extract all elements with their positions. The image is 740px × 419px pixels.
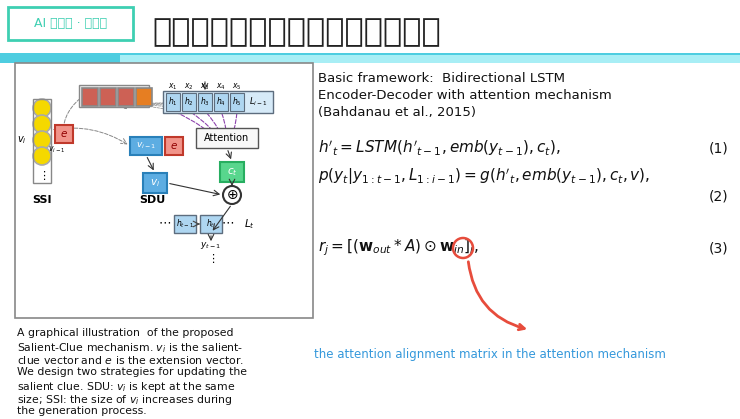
Text: $y_{t-1}$: $y_{t-1}$ — [201, 240, 221, 251]
Text: $x_1$: $x_1$ — [168, 82, 178, 92]
Text: size; SSI: the size of $v_i$ increases during: size; SSI: the size of $v_i$ increases d… — [17, 393, 233, 407]
Text: $r_j = [(\mathbf{w}_{out} * A) \odot \mathbf{w}_{in}]_j,$: $r_j = [(\mathbf{w}_{out} * A) \odot \ma… — [318, 238, 479, 258]
Text: $v_{i-1}$: $v_{i-1}$ — [48, 145, 66, 155]
Text: $x_3$: $x_3$ — [200, 82, 210, 92]
Bar — [182, 93, 196, 111]
Bar — [220, 162, 244, 182]
Text: $e$: $e$ — [60, 129, 68, 139]
Text: salient clue. SDU: $v_i$ is kept at the same: salient clue. SDU: $v_i$ is kept at the … — [17, 380, 235, 394]
Text: AI 研习社 · 大讲堂: AI 研习社 · 大讲堂 — [34, 17, 107, 30]
Text: $p(y_t|y_{1:t-1}, L_{1:i-1}) = g(h'_t, emb(y_{t-1}), c_t, v),$: $p(y_t|y_{1:t-1}, L_{1:i-1}) = g(h'_t, e… — [318, 167, 650, 187]
Text: the attention alignment matrix in the attention mechanism: the attention alignment matrix in the at… — [314, 348, 666, 361]
Text: A graphical illustration  of the proposed: A graphical illustration of the proposed — [17, 328, 234, 338]
Bar — [198, 93, 212, 111]
Bar — [200, 215, 222, 233]
Text: $v_i$: $v_i$ — [150, 177, 160, 189]
Bar — [174, 215, 196, 233]
Text: $\vdots$: $\vdots$ — [207, 251, 215, 264]
Bar — [130, 137, 162, 155]
Text: $\oplus$: $\oplus$ — [226, 188, 238, 202]
Text: $h_t$: $h_t$ — [206, 218, 215, 230]
Text: $v_{i-1}$: $v_{i-1}$ — [136, 141, 156, 151]
Bar — [136, 88, 152, 106]
Bar — [196, 128, 258, 148]
Text: $h_5$: $h_5$ — [232, 96, 242, 108]
Bar — [120, 55, 740, 63]
Text: $x_2$: $x_2$ — [184, 82, 194, 92]
Text: We design two strategies for updating the: We design two strategies for updating th… — [17, 367, 247, 377]
Text: $h_4$: $h_4$ — [216, 96, 226, 108]
Text: $h'_t = LSTM(h'_{t-1}, emb(y_{t-1}), c_t),$: $h'_t = LSTM(h'_{t-1}, emb(y_{t-1}), c_t… — [318, 138, 561, 158]
Text: $v_i$: $v_i$ — [17, 134, 27, 146]
Circle shape — [33, 131, 51, 149]
Text: SDU: SDU — [139, 195, 165, 205]
Text: $h_{t-1}$: $h_{t-1}$ — [176, 218, 194, 230]
Text: SSI: SSI — [33, 195, 52, 205]
Text: $L_t$: $L_t$ — [244, 217, 255, 231]
Text: 基于显著性上下文机制的诗歌生成: 基于显著性上下文机制的诗歌生成 — [152, 18, 441, 49]
Text: Basic framework:  Bidirectional LSTM: Basic framework: Bidirectional LSTM — [318, 72, 565, 85]
Bar — [82, 88, 98, 106]
Text: $h_2$: $h_2$ — [184, 96, 194, 108]
Bar — [166, 93, 180, 111]
Text: the generation process.: the generation process. — [17, 406, 147, 416]
Text: $x_5$: $x_5$ — [232, 82, 242, 92]
Text: clue vector and $e$ is the extension vector.: clue vector and $e$ is the extension vec… — [17, 354, 244, 366]
Bar — [214, 93, 228, 111]
Bar — [8, 7, 133, 40]
Circle shape — [33, 115, 51, 133]
Bar — [118, 88, 134, 106]
Text: $\cdots$: $\cdots$ — [221, 215, 235, 228]
Text: $h_3$: $h_3$ — [200, 96, 210, 108]
Bar — [100, 88, 116, 106]
Text: $x_4$: $x_4$ — [216, 82, 226, 92]
Bar — [15, 63, 313, 318]
Bar — [163, 91, 273, 113]
Bar — [0, 53, 740, 63]
Text: (2): (2) — [708, 189, 728, 203]
Text: $h_1$: $h_1$ — [168, 96, 178, 108]
Bar — [55, 125, 73, 143]
Text: $c_t$: $c_t$ — [226, 166, 238, 178]
Text: Attention: Attention — [204, 133, 249, 143]
Bar — [143, 173, 167, 193]
Bar — [33, 99, 51, 183]
Bar — [165, 137, 183, 155]
Text: Salient-Clue mechanism. $v_i$ is the salient-: Salient-Clue mechanism. $v_i$ is the sal… — [17, 341, 243, 355]
Circle shape — [33, 147, 51, 165]
Circle shape — [33, 99, 51, 117]
Bar — [79, 85, 149, 107]
Text: $e$: $e$ — [170, 141, 178, 151]
Text: $\cdots$: $\cdots$ — [158, 215, 172, 228]
Text: $\vdots$: $\vdots$ — [38, 168, 46, 181]
Circle shape — [223, 186, 241, 204]
Text: $L_{i-1}$: $L_{i-1}$ — [249, 96, 268, 108]
Text: (3): (3) — [708, 241, 728, 255]
Bar — [230, 93, 244, 111]
Text: (Bahdanau et al., 2015): (Bahdanau et al., 2015) — [318, 106, 476, 119]
Text: (1): (1) — [708, 141, 728, 155]
Text: Encoder-Decoder with attention mechanism: Encoder-Decoder with attention mechanism — [318, 89, 612, 102]
